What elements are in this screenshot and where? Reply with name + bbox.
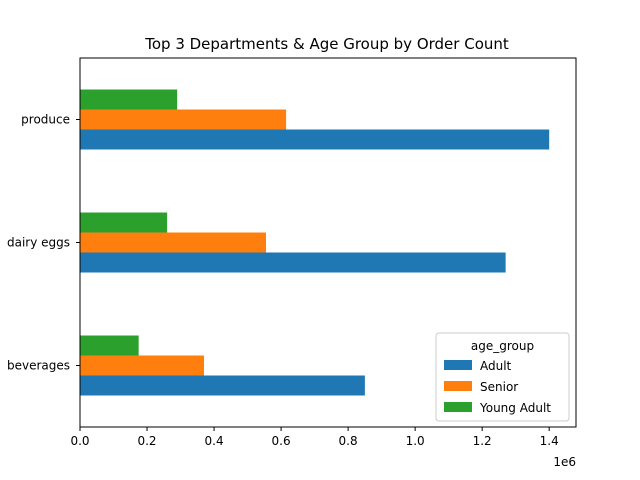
- legend: age_group Adult Senior Young Adult: [435, 332, 570, 422]
- bars-layer: [80, 89, 550, 396]
- x-tick-label: 1.0: [406, 434, 425, 448]
- x-tick-label: 0.2: [137, 434, 156, 448]
- legend-swatch: [444, 360, 472, 370]
- legend-label: Senior: [480, 380, 518, 394]
- x-tick-label: 0.0: [70, 434, 89, 448]
- legend-title: age_group: [471, 339, 534, 353]
- legend-box: [435, 332, 570, 422]
- x-tick-label: 0.6: [272, 434, 291, 448]
- legend-swatch: [444, 381, 472, 391]
- x-tick-label: 1.2: [473, 434, 492, 448]
- bar-adult-produce: [80, 129, 550, 150]
- bar-young-adult-produce: [80, 89, 178, 110]
- legend-label: Young Adult: [479, 401, 551, 415]
- x-tick-label: 1.4: [540, 434, 559, 448]
- bar-adult-beverages: [80, 375, 365, 396]
- bar-adult-dairy-eggs: [80, 252, 506, 273]
- chart-title: Top 3 Departments & Age Group by Order C…: [144, 35, 509, 53]
- bar-senior-produce: [80, 109, 287, 130]
- bar-young-adult-beverages: [80, 335, 139, 356]
- bar-senior-beverages: [80, 355, 204, 376]
- x-tick-label: 0.4: [205, 434, 224, 448]
- x-axis: 0.0 0.2 0.4 0.6 0.8 1.0 1.2 1.4: [70, 427, 559, 448]
- y-axis: beverages dairy eggs produce: [7, 113, 80, 373]
- y-tick-label: produce: [21, 113, 70, 127]
- x-offset-label: 1e6: [553, 455, 576, 469]
- bar-young-adult-dairy-eggs: [80, 212, 168, 233]
- x-tick-label: 0.8: [339, 434, 358, 448]
- y-tick-label: dairy eggs: [7, 236, 70, 250]
- y-tick-label: beverages: [7, 359, 70, 373]
- legend-label: Adult: [480, 359, 512, 373]
- bar-senior-dairy-eggs: [80, 232, 266, 253]
- legend-swatch: [444, 402, 472, 412]
